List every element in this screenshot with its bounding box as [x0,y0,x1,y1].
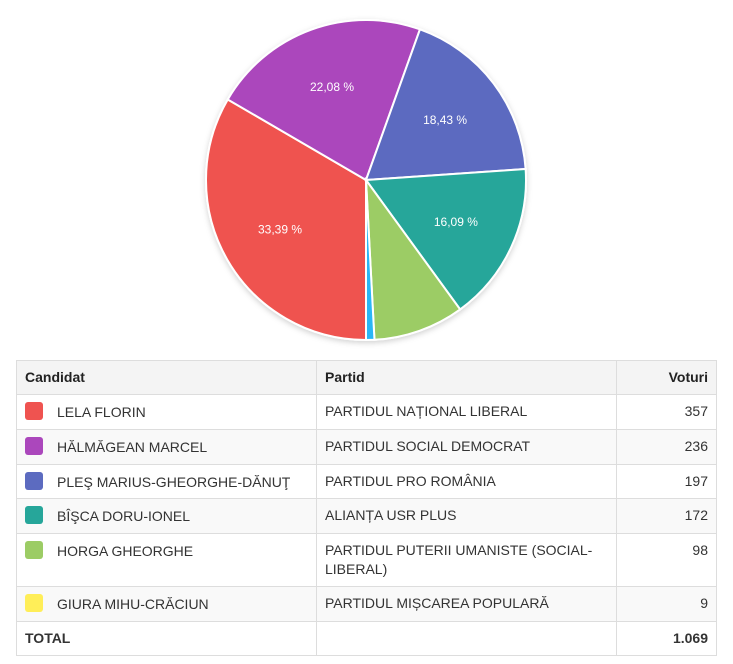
pie-slice [364,28,527,182]
table-row: HĂLMĂGEAN MARCEL PARTIDUL SOCIAL DEMOCRAT… [16,428,717,465]
candidate-cell: PLEŞ MARIUS-GHEORGHE-DĂNUŢ [16,463,317,500]
votes-cell: 172 [616,498,717,535]
total-label: TOTAL [16,620,317,656]
candidate-name: GIURA MIHU-CRĂCIUN [57,595,209,612]
party-cell: PARTIDUL MIȘCAREA POPULARĂ [316,586,617,622]
slice-label: 22,08 % [310,80,354,94]
party-cell: PARTIDUL PRO ROMÂNIA [316,463,617,500]
header-candidate: Candidat [16,360,317,395]
color-swatch [25,436,43,455]
candidate-cell: BÎŞCA DORU-IONEL [16,498,317,535]
candidate-cell: GIURA MIHU-CRĂCIUN [16,586,317,622]
pie-slice [226,19,422,182]
table-row: BÎŞCA DORU-IONEL ALIANȚA USR PLUS 172 [16,498,717,535]
candidate-cell: HORGA GHEORGHE [16,533,317,588]
table-header-row: Candidat Partid Voturi [16,360,717,395]
votes-cell: 9 [616,586,717,622]
table-row: GIURA MIHU-CRĂCIUN PARTIDUL MIȘCAREA POPU… [16,586,717,622]
candidate-cell: HĂLMĂGEAN MARCEL [16,428,317,465]
color-swatch [25,506,43,525]
table-row: PLEŞ MARIUS-GHEORGHE-DĂNUŢ PARTIDUL PRO R… [16,463,717,500]
slice-label: 33,39 % [258,222,302,236]
candidate-name: BÎŞCA DORU-IONEL [57,508,191,525]
slice-label: 18,43 % [423,113,467,127]
pie-slice [365,179,376,342]
color-swatch [25,471,43,490]
total-party [316,620,617,656]
votes-cell: 98 [616,533,717,588]
color-swatch [25,402,43,420]
pie-slice [205,98,367,342]
votes-cell: 236 [616,428,717,465]
votes-cell: 197 [616,463,717,500]
candidate-cell: LELA FLORIN [16,394,317,430]
party-cell: ALIANȚA USR PLUS [316,498,617,535]
pie-chart: 33,39 % 22,08 % 18,43 % 16,09 % [205,19,527,342]
candidate-name: HĂLMĂGEAN MARCEL [57,438,208,455]
pie-slice [364,167,527,311]
total-row: TOTAL 1.069 [16,620,717,656]
header-votes: Voturi [616,360,717,395]
party-cell: PARTIDUL NAȚIONAL LIBERAL [316,394,617,430]
slice-label: 16,09 % [434,215,478,229]
table-row: LELA FLORIN PARTIDUL NAȚIONAL LIBERAL 357 [16,394,717,430]
candidate-name: LELA FLORIN [57,403,146,420]
votes-cell: 357 [616,394,717,430]
header-party: Partid [316,360,617,395]
party-cell: PARTIDUL SOCIAL DEMOCRAT [316,428,617,465]
color-swatch [25,594,43,613]
table-row: HORGA GHEORGHE PARTIDUL PUTERII UMANISTE … [16,533,717,588]
candidate-name: PLEŞ MARIUS-GHEORGHE-DĂNUŢ [57,473,291,490]
pie-slice [364,176,462,341]
candidate-name: HORGA GHEORGHE [57,542,194,559]
party-cell: PARTIDUL PUTERII UMANISTE (SOCIAL-LIBERA… [316,533,617,588]
color-swatch [25,541,43,560]
results-table: Candidat Partid Voturi LELA FLORIN PARTID… [16,360,717,656]
total-votes: 1.069 [616,620,717,656]
